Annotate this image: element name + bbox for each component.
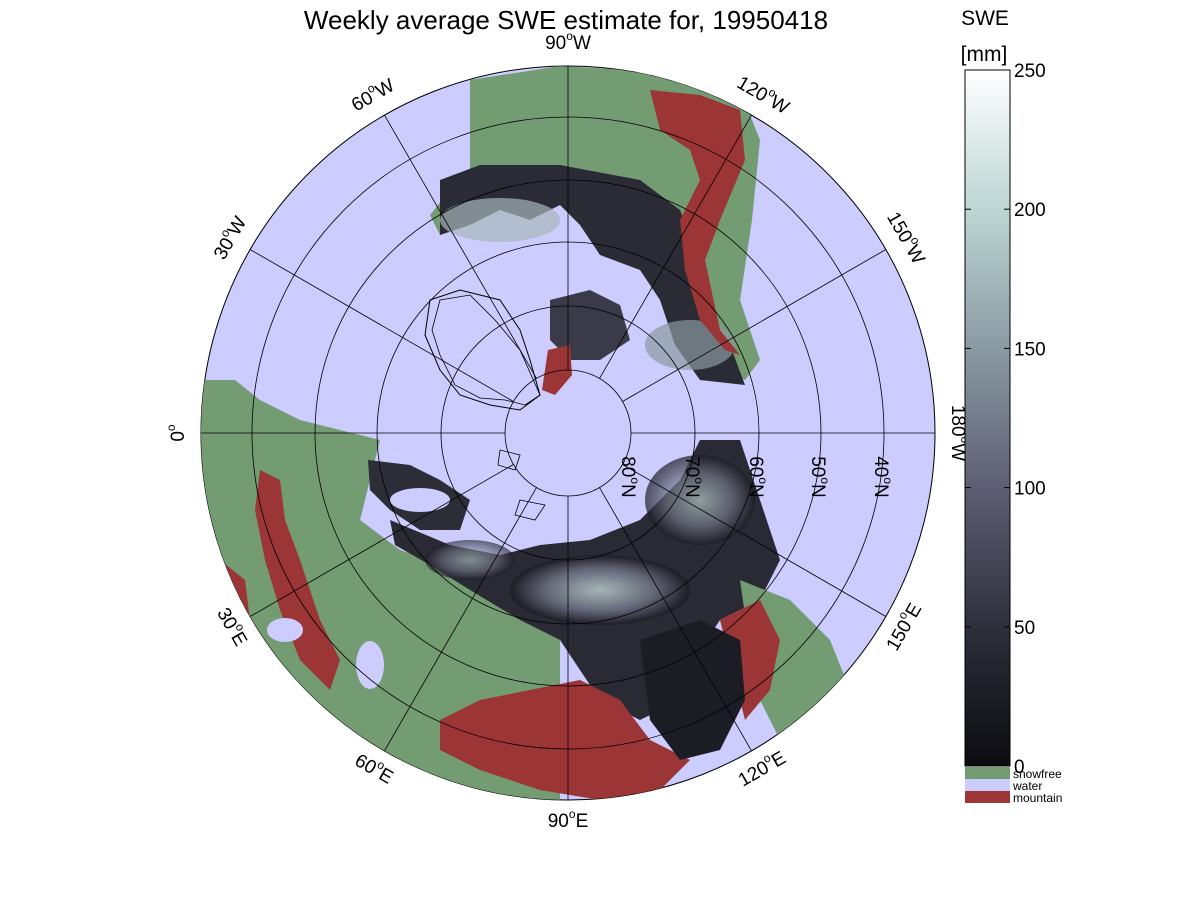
longitude-label: 90oW (545, 29, 591, 54)
colorbar-label-line1: SWE (961, 7, 1009, 30)
meridian-line (249, 464, 514, 617)
meridian-line (384, 487, 537, 752)
land-masses (201, 66, 850, 800)
asia-mountains-2 (720, 600, 780, 720)
colorbar: SWE [mm] 0 50 100 150 200 250 (961, 7, 1046, 778)
colorbar-tick-label: 150 (1014, 339, 1046, 360)
europe-mountains (255, 470, 340, 690)
colorbar-ticks: 0 50 100 150 200 250 (965, 61, 1046, 778)
meridian-line (622, 464, 887, 617)
colorbar-tick-label: 250 (1014, 61, 1046, 82)
legend-label-mountain: mountain (1013, 791, 1062, 805)
colorbar-tick-label: 200 (1014, 200, 1046, 221)
archipelago-mountain (542, 345, 572, 395)
colorbar-gradient (964, 69, 1011, 767)
archipelago-snow (550, 290, 630, 360)
black-sea (267, 618, 303, 642)
colorbar-tick-label: 100 (1014, 479, 1046, 500)
meridian-line (599, 114, 752, 379)
greenland (424, 289, 541, 411)
arctic-coastline (431, 294, 546, 521)
map-title: Weekly average SWE estimate for, 1995041… (304, 5, 828, 35)
legend-label-water: water (1012, 779, 1042, 793)
colorbar-tick-label: 0 (1014, 757, 1025, 778)
meridian-line (622, 249, 887, 402)
latitude-label: 40oN (870, 456, 895, 498)
latitude-label: 50oN (807, 456, 832, 498)
siberia-deep-snow-1 (510, 555, 690, 625)
latitude-labels: 80oN 70oN 60oN 50oN 40oN (617, 456, 895, 498)
colorbar-label-line2: [mm] (961, 43, 1008, 66)
siberia-deep-snow-3 (425, 540, 515, 580)
latitude-label: 70oN (681, 456, 706, 498)
asia-dark-east (640, 620, 745, 760)
north-america-snow (440, 165, 745, 385)
longitude-label: 60oW (346, 72, 398, 116)
longitude-label: 90oE (548, 807, 589, 832)
meridian-line (384, 114, 537, 379)
legend-label-snowfree: snowfree (1013, 767, 1062, 781)
legend-swatch-mountain (965, 791, 1010, 803)
legend-swatch-snowfree (965, 767, 1010, 779)
latitude-label: 80oN (617, 456, 642, 498)
latitude-label: 60oN (745, 456, 770, 498)
baltic-sea (390, 488, 450, 512)
meridian-line (249, 249, 514, 402)
legend-swatch-water (965, 779, 1010, 791)
europe-snowfree (201, 380, 560, 800)
meridian-line (599, 487, 752, 752)
asia-mountains (440, 680, 690, 800)
longitude-label: 0o (164, 424, 189, 442)
colorbar-tick-label: 50 (1014, 618, 1035, 639)
north-america-deep-snow (440, 198, 560, 242)
caspian-sea (356, 641, 384, 689)
longitude-label: 30oW (207, 211, 251, 263)
siberia-deep-snow-2 (645, 455, 755, 545)
graticule (201, 66, 935, 800)
